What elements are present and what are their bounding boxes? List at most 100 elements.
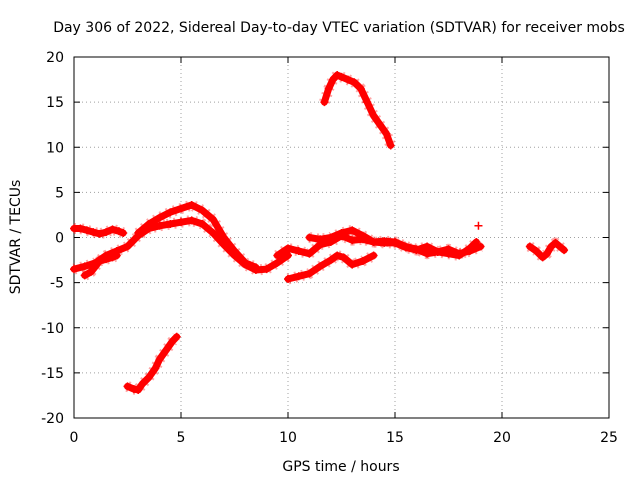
data-point	[343, 75, 352, 84]
data-point	[455, 251, 464, 260]
data-point	[273, 258, 282, 267]
data-point	[386, 141, 395, 150]
x-tick-label: 5	[177, 430, 186, 446]
data-point	[91, 262, 100, 271]
series-arc-3	[134, 199, 260, 273]
data-point	[560, 246, 569, 255]
series-jitter	[134, 199, 259, 273]
data-point	[326, 256, 335, 265]
data-point	[241, 258, 250, 267]
data-point	[294, 272, 303, 281]
data-point	[465, 244, 474, 253]
series-arc-9	[305, 224, 481, 261]
data-point	[423, 249, 432, 258]
data-point	[542, 249, 551, 258]
data-point	[382, 129, 391, 138]
data-point	[251, 263, 260, 272]
data-point	[166, 219, 175, 228]
data-point	[155, 213, 164, 222]
grid-lines	[74, 57, 609, 418]
data-point	[433, 247, 442, 256]
data-point	[369, 238, 378, 247]
data-point	[532, 247, 541, 256]
x-tick-label: 20	[493, 430, 511, 446]
data-point	[337, 72, 346, 81]
series-arc-11	[474, 221, 483, 230]
data-point	[177, 204, 185, 213]
data-point	[82, 226, 91, 235]
data-point	[348, 226, 357, 235]
data-point	[102, 228, 111, 237]
data-point	[198, 219, 207, 228]
data-point	[166, 208, 175, 217]
data-point	[129, 385, 138, 394]
data-point	[76, 224, 85, 233]
data-point	[155, 221, 164, 230]
data-point	[114, 227, 123, 236]
data-point	[316, 235, 325, 244]
data-point	[348, 236, 357, 245]
series-line	[134, 201, 260, 271]
y-tick-label: 20	[46, 50, 64, 66]
data-point	[324, 84, 333, 93]
data-point	[187, 201, 196, 210]
data-point	[320, 98, 329, 107]
data-point	[305, 233, 314, 242]
x-tick-label: 10	[279, 430, 297, 446]
data-point	[123, 382, 132, 391]
series-arc-7	[284, 250, 378, 285]
data-point	[358, 256, 367, 265]
data-point	[350, 78, 359, 87]
y-tick-label: -20	[41, 411, 64, 427]
series-line	[320, 71, 395, 149]
data-point	[108, 225, 117, 234]
data-point	[358, 231, 367, 240]
data-point	[476, 242, 485, 251]
series-jitter	[308, 224, 481, 261]
x-tick-label: 15	[386, 430, 404, 446]
data-point	[209, 215, 218, 224]
data-point	[333, 251, 342, 260]
series-arc-5	[123, 332, 181, 396]
data-point	[294, 247, 303, 256]
data-point	[134, 228, 143, 237]
data-point	[401, 243, 410, 252]
data-point	[284, 251, 292, 260]
data-point	[187, 216, 196, 225]
x-tick-labels: 0 5 10 15 20 25	[70, 430, 618, 446]
data-point	[262, 265, 271, 274]
data-point	[155, 355, 164, 364]
y-tick-label: 5	[55, 185, 64, 201]
data-point	[87, 267, 96, 276]
data-point	[444, 249, 453, 258]
data-point	[356, 84, 365, 93]
series-arc-6	[319, 69, 396, 150]
data-point	[305, 249, 314, 258]
y-tick-label: 10	[46, 140, 64, 156]
data-point	[305, 269, 314, 278]
data-point	[474, 221, 483, 230]
series-jitter	[286, 250, 377, 285]
data-point	[95, 256, 104, 265]
data-point	[376, 120, 385, 129]
data-point	[326, 233, 335, 242]
data-point	[119, 228, 128, 237]
data-point	[273, 251, 282, 260]
data-point	[198, 206, 207, 215]
data-point	[472, 238, 481, 247]
x-tick-label: 0	[70, 430, 79, 446]
data-point	[230, 247, 239, 256]
data-point	[555, 242, 564, 251]
y-tick-label: -10	[41, 321, 64, 337]
data-point	[95, 229, 104, 238]
data-point	[89, 228, 98, 237]
data-point	[112, 251, 121, 260]
series-line	[284, 252, 378, 283]
data-point	[538, 253, 547, 262]
data-point	[284, 275, 292, 284]
data-point	[80, 271, 89, 280]
y-axis-label: SDTVAR / TECUs	[8, 180, 24, 295]
chart-title: Day 306 of 2022, Sidereal Day-to-day VTE…	[53, 20, 625, 36]
data-point	[123, 242, 132, 251]
